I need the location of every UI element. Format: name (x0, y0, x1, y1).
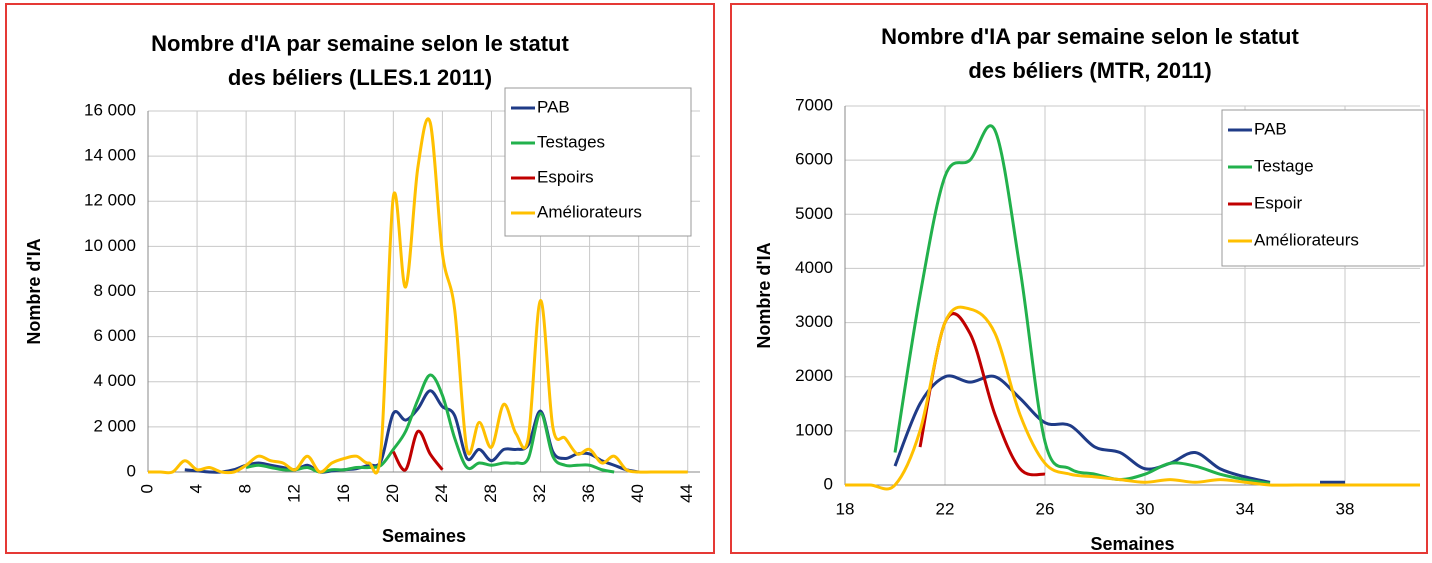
x-axis-title: Semaines (1090, 534, 1174, 554)
chart-title: des béliers (MTR, 2011) (968, 58, 1211, 83)
y-tick-label: 2000 (795, 366, 833, 385)
x-tick-label: 12 (285, 484, 304, 503)
y-tick-label: 0 (824, 474, 833, 493)
x-tick-label: 32 (530, 484, 549, 503)
legend-label: Testages (537, 132, 605, 151)
y-tick-label: 3000 (795, 312, 833, 331)
series-line (845, 305, 1420, 491)
y-tick-label: 6000 (795, 150, 833, 169)
y-tick-label: 14 000 (84, 146, 136, 165)
series-line (148, 117, 688, 475)
chart-title: des béliers (LLES.1 2011) (228, 65, 492, 90)
x-tick-label: 0 (137, 484, 156, 493)
chart-title: Nombre d'IA par semaine selon le statut (881, 24, 1299, 49)
y-tick-label: 5000 (795, 204, 833, 223)
series-line (918, 312, 1046, 477)
x-tick-label: 38 (1336, 499, 1355, 518)
panel-frame (730, 3, 1428, 554)
chart-title: Nombre d'IA par semaine selon le statut (151, 31, 569, 56)
series-line (392, 429, 444, 472)
x-axis-title: Semaines (382, 526, 466, 546)
series-line (893, 124, 1271, 485)
y-tick-label: 4 000 (93, 371, 136, 390)
legend-box (504, 87, 692, 237)
x-tick-label: 30 (1136, 499, 1155, 518)
panel-frame (5, 3, 715, 554)
legend-box (1221, 109, 1425, 267)
x-tick-label: 44 (677, 484, 696, 503)
x-tick-label: 26 (1036, 499, 1055, 518)
y-tick-label: 16 000 (84, 100, 136, 119)
y-tick-label: 2 000 (93, 416, 136, 435)
x-tick-label: 34 (1236, 499, 1255, 518)
x-tick-label: 4 (187, 484, 206, 493)
y-axis-title: Nombre d'IA (24, 238, 44, 344)
x-tick-label: 28 (481, 484, 500, 503)
x-tick-label: 22 (936, 499, 955, 518)
x-tick-label: 18 (836, 499, 855, 518)
y-tick-label: 8 000 (93, 281, 136, 300)
x-tick-label: 40 (628, 484, 647, 503)
series-line (893, 374, 1345, 484)
x-tick-label: 36 (579, 484, 598, 503)
y-tick-label: 1000 (795, 420, 833, 439)
x-tick-label: 20 (383, 484, 402, 503)
y-tick-label: 0 (127, 461, 136, 480)
legend-label: Améliorateurs (1254, 230, 1359, 249)
y-tick-label: 6 000 (93, 326, 136, 345)
x-tick-label: 24 (432, 484, 451, 503)
y-tick-label: 10 000 (84, 236, 136, 255)
legend-label: Améliorateurs (537, 202, 642, 221)
legend-label: PAB (1254, 119, 1287, 138)
legend-label: Espoir (1254, 193, 1303, 212)
y-tick-label: 7000 (795, 95, 833, 114)
y-tick-label: 12 000 (84, 191, 136, 210)
legend-label: Espoirs (537, 167, 594, 186)
legend-label: Testage (1254, 156, 1314, 175)
y-tick-label: 4000 (795, 258, 833, 277)
x-tick-label: 8 (236, 484, 255, 493)
x-tick-label: 16 (334, 484, 353, 503)
legend-label: PAB (537, 97, 570, 116)
series-line (245, 373, 615, 474)
y-axis-title: Nombre d'IA (754, 242, 774, 348)
